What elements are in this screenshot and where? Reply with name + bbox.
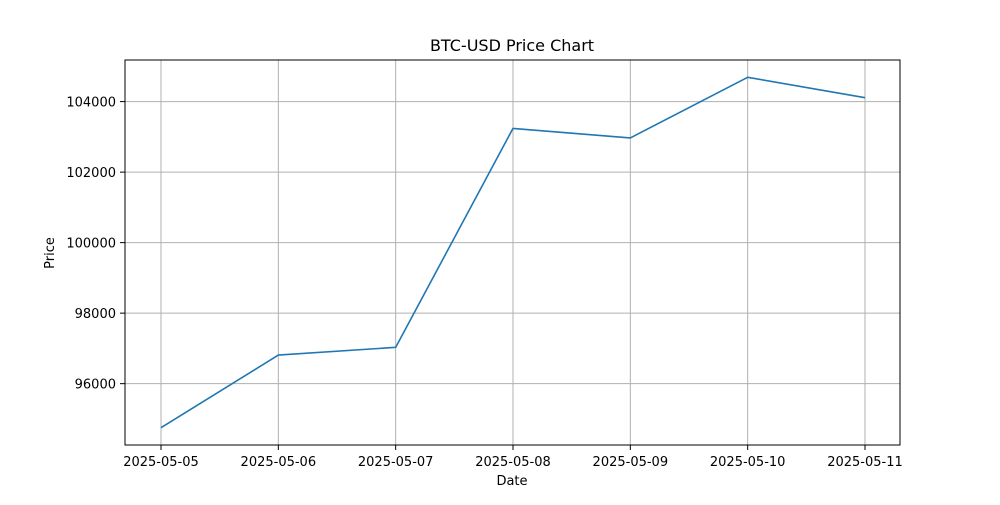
x-tick-label: 2025-05-10 (710, 455, 786, 470)
y-tick-label: 96000 (75, 378, 116, 393)
grid-lines (125, 60, 900, 445)
x-tick-label: 2025-05-08 (475, 455, 551, 470)
x-tick-label: 2025-05-09 (593, 455, 669, 470)
chart-title: BTC-USD Price Chart (430, 36, 594, 55)
y-tick-label: 102000 (66, 166, 116, 181)
price-series-line (160, 76, 866, 429)
axis-ticks: 2025-05-05 2025-05-06 2025-05-07 2025-05-08… (66, 96, 902, 470)
x-tick-label: 2025-05-07 (358, 455, 434, 470)
x-tick-label: 2025-05-05 (123, 455, 199, 470)
y-tick-label: 100000 (66, 237, 116, 252)
y-tick-label: 104000 (66, 96, 116, 111)
series-layer (160, 76, 866, 429)
x-tick-label: 2025-05-06 (241, 455, 317, 470)
x-tick-label: 2025-05-11 (827, 455, 903, 470)
y-tick-label: 98000 (75, 307, 116, 322)
x-axis-label: Date (496, 474, 527, 489)
y-axis-label: Price (43, 237, 58, 269)
